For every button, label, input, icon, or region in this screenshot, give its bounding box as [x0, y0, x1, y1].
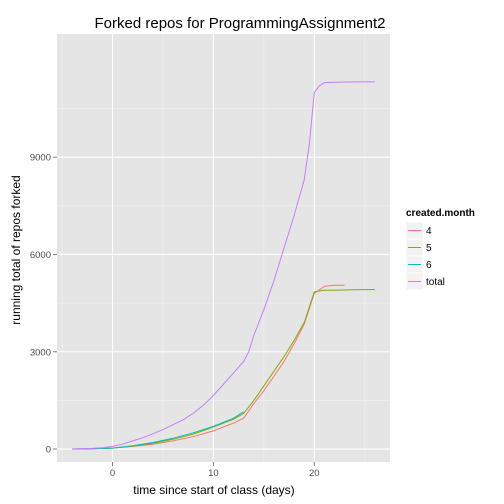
series-line-total	[72, 81, 375, 450]
y-tick-label: 9000	[30, 153, 51, 164]
legend-label-5: 5	[426, 243, 432, 254]
series-lines	[72, 81, 375, 450]
x-tick-label: 20	[309, 468, 320, 479]
plot-panel	[57, 34, 390, 462]
major-gridlines	[57, 34, 390, 462]
chart-title: Forked repos for ProgrammingAssignment2	[95, 15, 386, 32]
axis-ticks: 0 10 20 0 3000 6000 9000	[30, 153, 320, 479]
legend: created.month 4 5 6 total	[405, 208, 475, 291]
x-tick-label: 0	[110, 468, 115, 479]
x-tick-label: 10	[208, 468, 219, 479]
legend-label-6: 6	[426, 260, 432, 271]
legend-label-4: 4	[426, 226, 432, 237]
y-tick-label: 3000	[30, 347, 51, 358]
legend-label-total: total	[426, 277, 445, 288]
legend-title: created.month	[406, 208, 475, 219]
y-tick-label: 0	[46, 445, 51, 456]
y-tick-label: 6000	[30, 250, 51, 261]
y-axis-title: running total of repos forked	[9, 175, 23, 324]
x-axis-title: time since start of class (days)	[133, 483, 294, 497]
series-line-6	[72, 411, 244, 450]
